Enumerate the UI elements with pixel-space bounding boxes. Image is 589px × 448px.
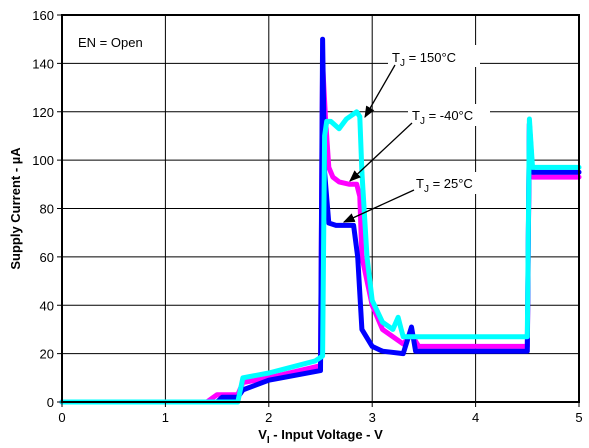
annotation-t150: TJ = 150°C [392,50,456,69]
y-tick-label: 140 [32,56,54,71]
annotation-t25: TJ = 25°C [416,176,473,195]
y-tick-label: 20 [40,347,54,362]
annotation-layer: EN = Open TJ = 150°C TJ = -40°C TJ = 25°C [70,30,496,223]
x-axis-label: VI - Input Voltage - V [258,427,383,446]
x-tick-label: 3 [369,410,376,425]
annotation-arrow [364,64,396,119]
annotation-backdrop [412,172,496,194]
x-axis-label-rest: - Input Voltage - V [270,427,383,442]
x-axis-label-main: V [258,427,267,442]
y-axis-label: Supply Current - µA [8,147,23,270]
y-tick-label: 60 [40,250,54,265]
annotation-en: EN = Open [78,35,143,50]
y-tick-label: 120 [32,105,54,120]
tick-layer: 0 1 2 3 4 5 0 20 40 60 80 100 120 140 160 [32,8,582,425]
x-tick-label: 2 [265,410,272,425]
x-tick-label: 5 [575,410,582,425]
series-line-1 [59,60,582,405]
series-layer [59,36,582,405]
series-line-3 [59,109,582,405]
annotation-arrow [342,189,415,223]
x-tick-label: 0 [58,410,65,425]
x-tick-label: 1 [162,410,169,425]
annotation-tm40: TJ = -40°C [412,108,473,127]
annotation-arrow [349,122,413,182]
y-tick-label: 0 [47,395,54,410]
y-tick-label: 100 [32,153,54,168]
y-tick-label: 80 [40,202,54,217]
x-axis-label-sub: I [267,435,270,446]
annotation-backdrop [70,30,162,54]
y-tick-label: 160 [32,8,54,23]
annotation-backdrop [408,104,490,126]
x-tick-label: 4 [472,410,479,425]
y-tick-label: 40 [40,298,54,313]
annotation-backdrop [388,45,480,67]
